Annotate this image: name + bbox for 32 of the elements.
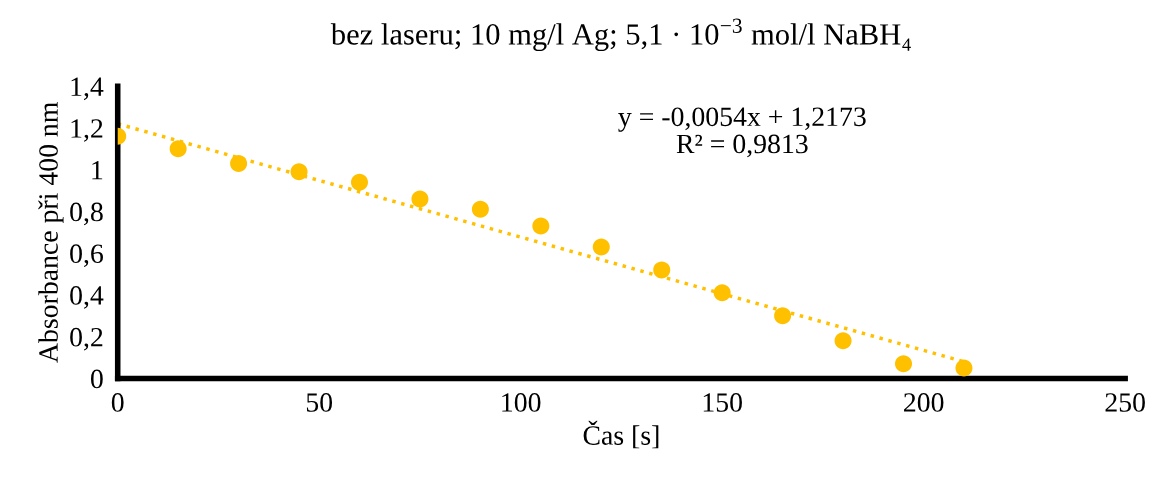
x-tick-label: 0: [111, 393, 124, 412]
x-tick-label: 200: [904, 393, 944, 412]
point: [774, 307, 792, 325]
point: [230, 154, 248, 172]
x-tick-label: 150: [703, 393, 742, 412]
point: [290, 163, 308, 181]
y-axis-title: Absorbance při 400 nm: [38, 101, 64, 363]
point: [411, 190, 429, 208]
x-tick-label: 50: [306, 393, 333, 412]
point: [350, 173, 368, 191]
y-tick-label: 0,8: [70, 202, 103, 226]
y-tick-label: 0,2: [70, 327, 103, 351]
y-tick-label: 1,2: [71, 119, 103, 142]
point: [713, 284, 731, 302]
point: [532, 217, 550, 235]
x-axis-title: Čas [s]: [583, 420, 659, 449]
y-tick-label: 0,6: [70, 244, 103, 268]
y-tick-label: 1,4: [71, 77, 104, 101]
point: [592, 238, 610, 256]
x-tick-label: 100: [502, 393, 541, 412]
annotation: y = -0,0054x + 1,2173 R² = 0,9813: [618, 107, 866, 158]
x-tick-label: 250: [1105, 393, 1145, 412]
point: [834, 332, 852, 350]
point: [653, 261, 671, 279]
point: [955, 359, 973, 377]
point: [471, 200, 489, 218]
point: [895, 355, 913, 373]
chart-title: bez laseru; 10 mg/l Ag; 5,1 · 10$^{−3}$ mol/l NaBH₄: [330, 18, 911, 52]
y-tick-label: 1: [92, 161, 103, 180]
y-tick-label: 0,4: [70, 286, 104, 309]
point: [169, 140, 187, 158]
y-tick-label: 0: [90, 369, 103, 389]
